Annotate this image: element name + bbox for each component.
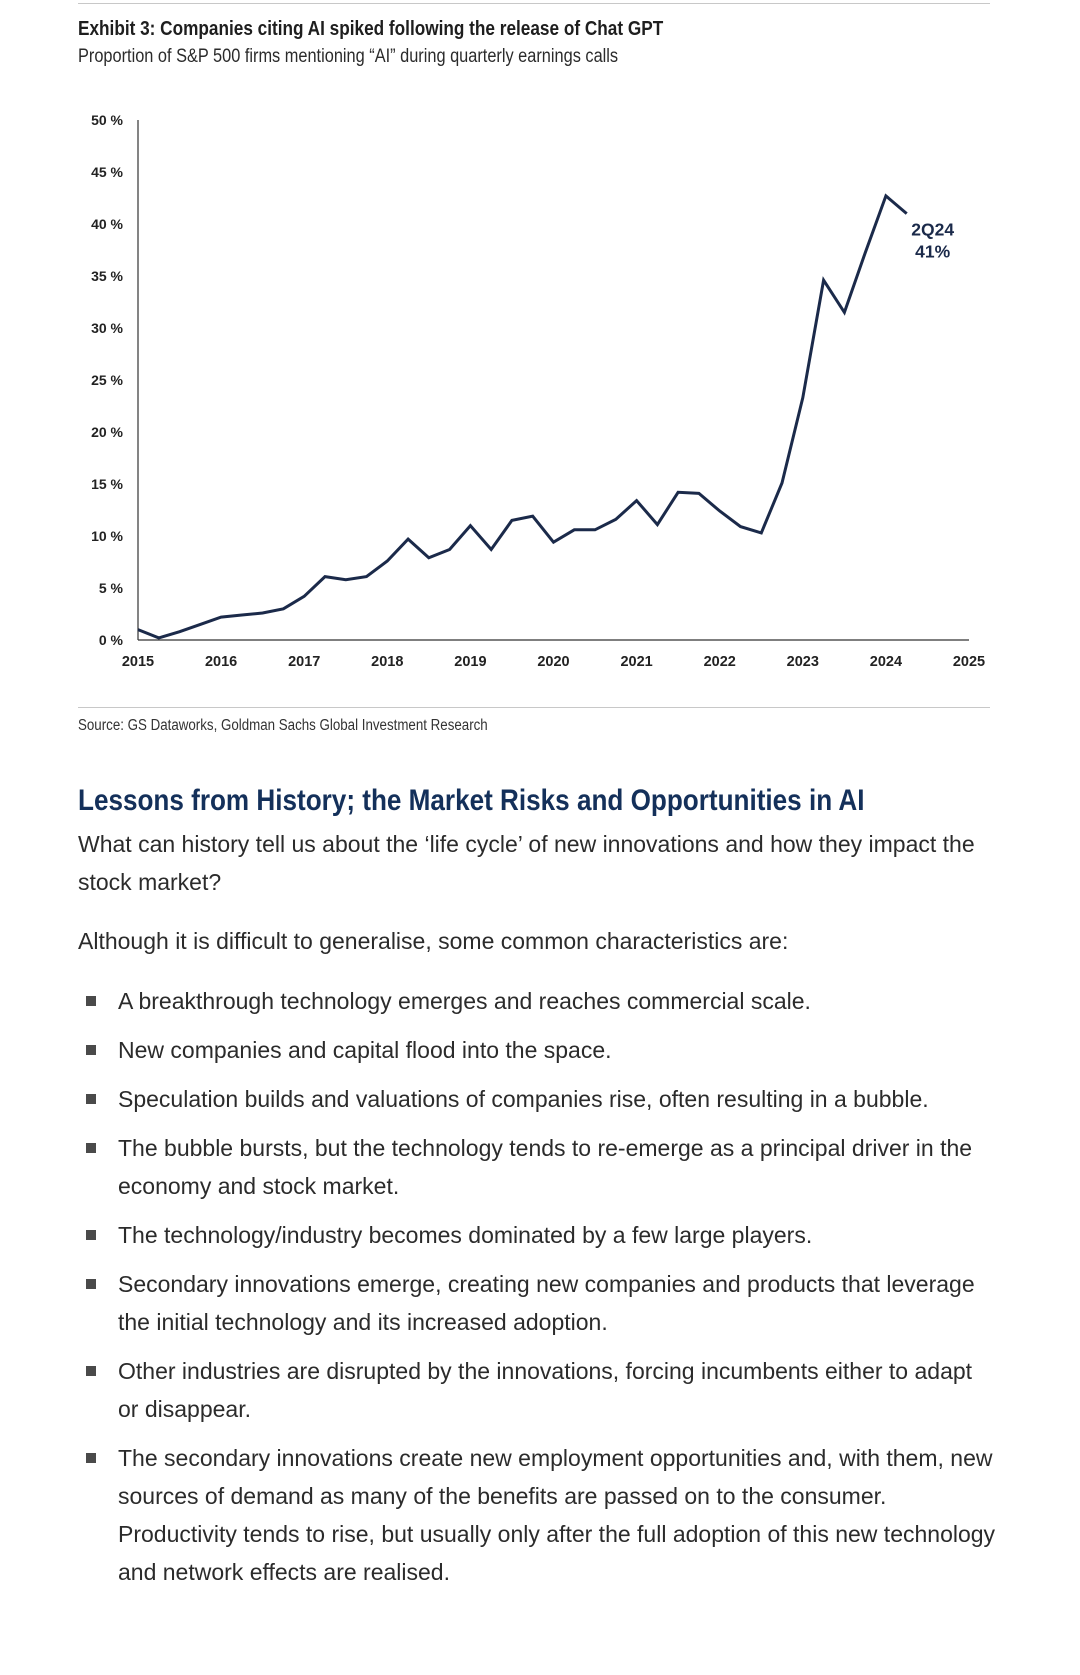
y-tick-label: 30 %	[91, 320, 123, 336]
list-item: A breakthrough technology emerges and re…	[78, 982, 998, 1020]
intro-paragraph: What can history tell us about the ‘life…	[78, 831, 975, 895]
characteristics-list: A breakthrough technology emerges and re…	[78, 982, 998, 1602]
x-tick-label: 2023	[787, 654, 819, 670]
y-tick-label: 20 %	[91, 424, 123, 440]
list-item: The secondary innovations create new emp…	[78, 1439, 998, 1591]
y-tick-label: 35 %	[91, 268, 123, 284]
y-tick-label: 40 %	[91, 216, 123, 232]
y-tick-label: 50 %	[91, 112, 123, 128]
bullet-square-icon	[86, 1045, 96, 1055]
y-tick-label: 10 %	[91, 528, 123, 544]
chart-divider	[78, 707, 990, 708]
lead-paragraph: Although it is difficult to generalise, …	[78, 928, 789, 954]
list-item-text: New companies and capital flood into the…	[118, 1037, 612, 1063]
x-tick-label: 2017	[288, 654, 320, 670]
list-item: The bubble bursts, but the technology te…	[78, 1129, 998, 1205]
y-tick-label: 25 %	[91, 372, 123, 388]
top-divider	[78, 3, 990, 4]
list-item: Speculation builds and valuations of com…	[78, 1080, 998, 1118]
x-tick-label: 2015	[122, 654, 154, 670]
list-item-text: The bubble bursts, but the technology te…	[118, 1135, 973, 1199]
bullet-square-icon	[86, 1279, 96, 1289]
x-tick-label: 2019	[454, 654, 486, 670]
list-item-text: Speculation builds and valuations of com…	[118, 1086, 929, 1112]
list-item-text: Secondary innovations emerge, creating n…	[118, 1271, 975, 1335]
bullet-square-icon	[86, 1230, 96, 1240]
bullet-square-icon	[86, 1366, 96, 1376]
y-tick-label: 5 %	[99, 580, 124, 596]
list-item: Secondary innovations emerge, creating n…	[78, 1265, 998, 1341]
bullet-square-icon	[86, 1453, 96, 1463]
section-heading: Lessons from History; the Market Risks a…	[78, 784, 865, 817]
list-item-text: Other industries are disrupted by the in…	[118, 1358, 973, 1422]
y-tick-label: 15 %	[91, 476, 123, 492]
annotation-value: 41%	[915, 242, 950, 262]
y-tick-label: 45 %	[91, 164, 123, 180]
x-tick-label: 2024	[870, 654, 902, 670]
x-tick-label: 2020	[537, 654, 569, 670]
exhibit-subtitle: Proportion of S&P 500 firms mentioning “…	[78, 46, 619, 67]
exhibit-title: Exhibit 3: Companies citing AI spiked fo…	[78, 18, 664, 40]
list-item-text: A breakthrough technology emerges and re…	[118, 988, 811, 1014]
y-tick-label: 0 %	[99, 632, 124, 648]
x-tick-label: 2022	[704, 654, 736, 670]
x-tick-label: 2016	[205, 654, 237, 670]
x-tick-label: 2025	[953, 654, 985, 670]
annotation-label: 2Q24	[911, 220, 954, 240]
list-item: Other industries are disrupted by the in…	[78, 1352, 998, 1428]
bullet-square-icon	[86, 1143, 96, 1153]
bullet-square-icon	[86, 1094, 96, 1104]
list-item: New companies and capital flood into the…	[78, 1031, 998, 1069]
x-tick-label: 2018	[371, 654, 403, 670]
x-tick-label: 2021	[620, 654, 652, 670]
bullet-square-icon	[86, 996, 96, 1006]
ai-mentions-chart: 0 % 5 % 10 % 15 % 20 % 25 % 30 % 35 % 40 % 45 % 50…	[91, 112, 985, 670]
chart-source: Source: GS Dataworks, Goldman Sachs Glob…	[78, 717, 488, 734]
series-line	[137, 193, 908, 640]
list-item-text: The secondary innovations create new emp…	[118, 1445, 996, 1585]
list-item-text: The technology/industry becomes dominate…	[118, 1222, 813, 1248]
list-item: The technology/industry becomes dominate…	[78, 1216, 998, 1254]
